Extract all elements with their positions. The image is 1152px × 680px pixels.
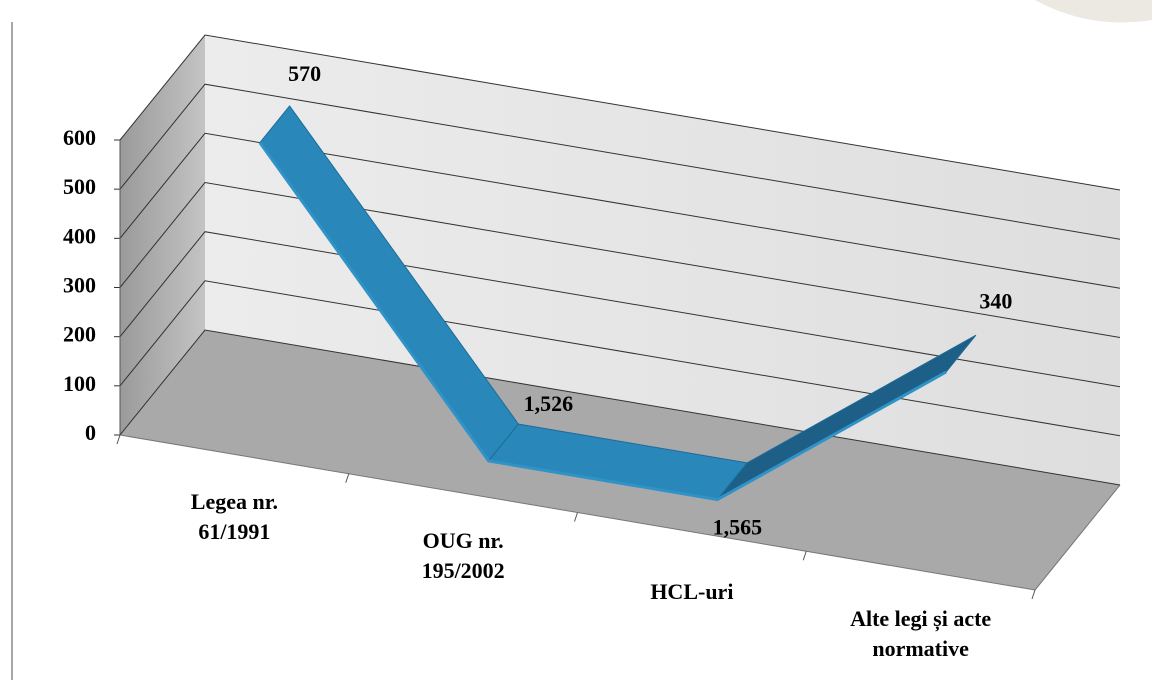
data-label: 340 <box>979 288 1012 313</box>
grid-line <box>119 132 1121 289</box>
y-tick-label: 0 <box>85 420 96 445</box>
x-tick <box>345 473 350 483</box>
x-tick <box>116 434 121 445</box>
x-tick <box>802 551 807 561</box>
line <box>258 141 947 502</box>
grid-line <box>119 280 1121 437</box>
x-tick-label: Legea nr. 61/1991 <box>190 489 278 545</box>
y-tick-label: 300 <box>63 273 96 298</box>
grid-line <box>119 34 1121 191</box>
corner-decoration <box>1035 0 1152 23</box>
x-tick <box>1031 589 1036 600</box>
y-tick-label: 200 <box>63 322 96 347</box>
x-tick-label: HCL-uri <box>650 578 734 604</box>
y-tick-label: 400 <box>63 223 96 248</box>
x-tick <box>574 512 578 522</box>
grid-line <box>119 231 1121 388</box>
data-label: 570 <box>288 61 321 86</box>
y-tick-label: 100 <box>63 371 96 396</box>
y-tick-label: 600 <box>63 125 96 150</box>
y-tick-label: 500 <box>63 174 96 199</box>
x-tick-label: OUG nr. 195/2002 <box>421 528 505 584</box>
data-label: 1,526 <box>524 391 574 416</box>
back-edge <box>1034 484 1121 591</box>
grid-line <box>119 181 1121 338</box>
grid-line <box>119 83 1121 240</box>
x-tick-label: Alte legi și acte normative <box>850 605 992 661</box>
data-label: 1,565 <box>713 515 763 540</box>
